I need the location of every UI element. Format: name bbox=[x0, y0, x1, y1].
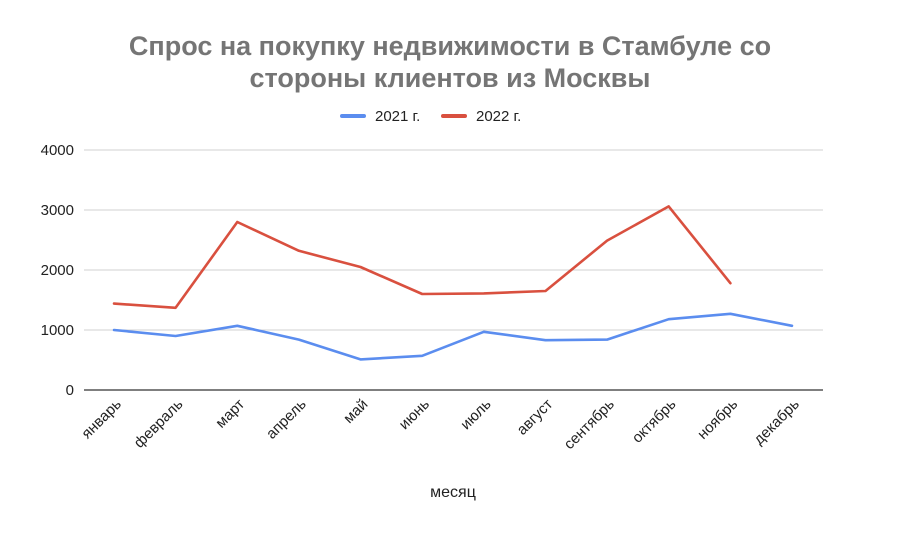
x-tick-label: ноябрь bbox=[694, 396, 741, 443]
x-axis-ticks: январь февраль март апрель май июнь июль август… bbox=[78, 396, 803, 453]
legend-label-2021: 2021 г. bbox=[375, 107, 421, 125]
x-tick-label: апрель bbox=[263, 396, 310, 443]
gridlines bbox=[84, 149, 823, 391]
series-line-2021 bbox=[112, 312, 794, 361]
x-tick-label: май bbox=[340, 396, 371, 427]
chart-title-line-2: стороны клиентов из Москвы bbox=[249, 63, 651, 93]
x-tick-label: январь bbox=[78, 396, 125, 443]
legend: 2021 г. 2022 г. bbox=[0, 104, 900, 128]
chart-title-line-1: Спрос на покупку недвижимости в Стамбуле… bbox=[128, 31, 772, 61]
legend-label-2022: 2022 г. bbox=[476, 107, 522, 125]
series-lines bbox=[112, 205, 794, 361]
legend-swatch-2022 bbox=[441, 114, 467, 118]
x-tick-label: декабрь bbox=[750, 396, 803, 449]
y-tick-label: 3000 bbox=[41, 202, 74, 219]
x-tick-label: март bbox=[212, 396, 248, 432]
y-tick-label: 2000 bbox=[41, 262, 74, 279]
x-tick-label: октябрь bbox=[629, 396, 680, 447]
legend-swatch-2021 bbox=[340, 114, 366, 118]
x-tick-label: август bbox=[514, 396, 557, 439]
chart-title: Спрос на покупку недвижимости в Стамбуле… bbox=[40, 30, 860, 94]
x-tick-label: сентябрь bbox=[561, 396, 618, 453]
x-axis-label: месяц bbox=[430, 484, 476, 501]
y-tick-label: 0 bbox=[66, 382, 74, 399]
y-tick-label: 4000 bbox=[41, 142, 74, 159]
legend-item-2022: 2022 г. bbox=[441, 104, 521, 128]
series-line-2022 bbox=[112, 205, 732, 310]
y-axis-ticks: 0 1000 2000 3000 4000 bbox=[41, 142, 74, 399]
x-tick-label: июль bbox=[457, 396, 495, 434]
legend-item-2021: 2021 г. bbox=[340, 104, 420, 128]
y-tick-label: 1000 bbox=[41, 322, 74, 339]
x-tick-label: февраль bbox=[131, 396, 187, 452]
x-tick-label: июнь bbox=[396, 396, 433, 433]
